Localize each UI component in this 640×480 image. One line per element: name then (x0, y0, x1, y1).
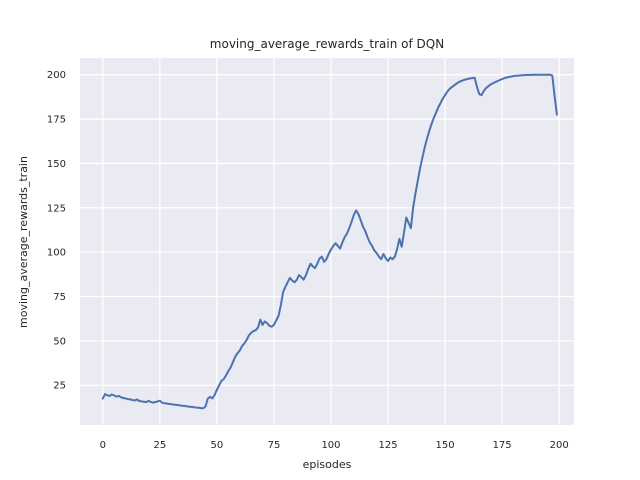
y-axis-label: moving_average_rewards_train (17, 156, 30, 328)
x-tick-label: 200 (550, 440, 569, 451)
x-tick-label: 100 (321, 440, 340, 451)
x-tick-labels: 0 25 50 75 100 125 150 175 200 (100, 440, 569, 451)
x-tick-label: 75 (268, 440, 281, 451)
y-tick-label: 150 (47, 159, 66, 170)
y-tick-label: 75 (53, 292, 66, 303)
y-tick-label: 25 (53, 381, 66, 392)
y-tick-label: 50 (53, 336, 66, 347)
y-tick-labels: 25 50 75 100 125 150 175 200 (47, 70, 66, 392)
chart-title: moving_average_rewards_train of DQN (210, 37, 444, 51)
y-tick-label: 175 (47, 115, 66, 126)
x-tick-label: 0 (100, 440, 106, 451)
y-tick-label: 100 (47, 248, 66, 259)
gridlines (80, 58, 574, 425)
x-tick-label: 25 (153, 440, 166, 451)
x-tick-label: 175 (493, 440, 512, 451)
plot-area (80, 58, 574, 425)
x-tick-label: 150 (436, 440, 455, 451)
dqn-series-line (101, 73, 558, 410)
y-tick-label: 125 (47, 203, 66, 214)
y-tick-label: 200 (47, 70, 66, 81)
x-tick-label: 50 (211, 440, 224, 451)
x-axis-label: episodes (303, 458, 352, 471)
x-tick-label: 125 (378, 440, 397, 451)
